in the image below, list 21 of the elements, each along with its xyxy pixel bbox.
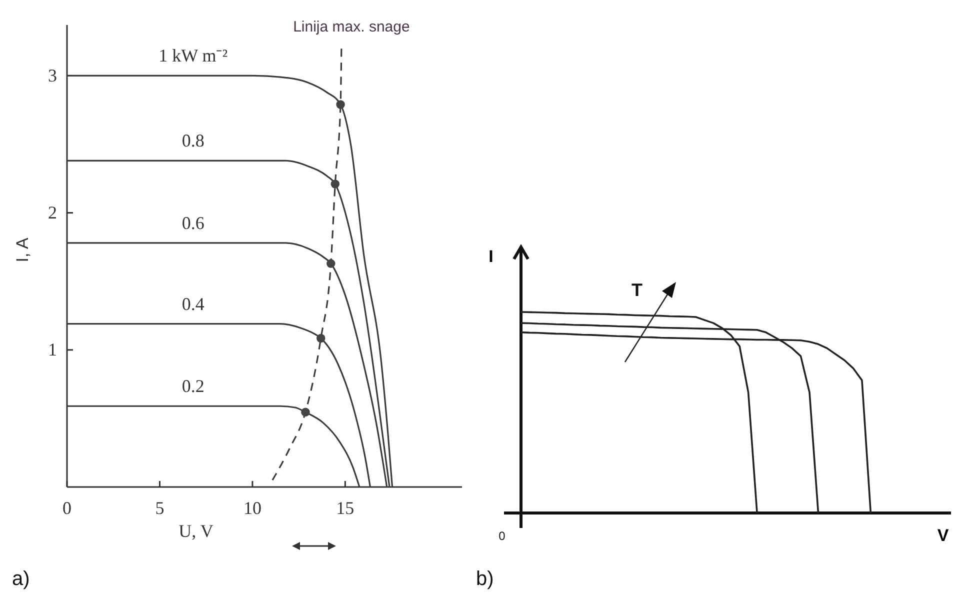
series-label: 0.2 [182, 376, 204, 396]
series-label: 0.4 [182, 294, 204, 314]
x-axis-title: V [937, 526, 950, 545]
x-axis-title: U, V [178, 521, 214, 541]
text: a) [12, 568, 30, 590]
series-label: 0.8 [182, 130, 204, 151]
text: 0 [498, 529, 506, 543]
y-tick-label: 2 [48, 202, 57, 223]
x-tick-label: 0 [62, 498, 72, 518]
x-tick-label: 5 [155, 498, 164, 518]
series-label: 0.6 [182, 212, 204, 233]
text: b) [476, 568, 494, 590]
y-tick-label: 3 [48, 65, 57, 86]
y-tick-label: 1 [48, 340, 57, 360]
series-label: Linija max. snage [293, 18, 410, 36]
series-label: 1 kW m⁻² [158, 46, 228, 66]
x-tick-label: 15 [336, 498, 354, 518]
y-axis-title: I, A [13, 237, 32, 262]
x-tick-label: 10 [243, 498, 262, 518]
y-axis-title: I [488, 247, 494, 266]
text: T [632, 280, 642, 300]
